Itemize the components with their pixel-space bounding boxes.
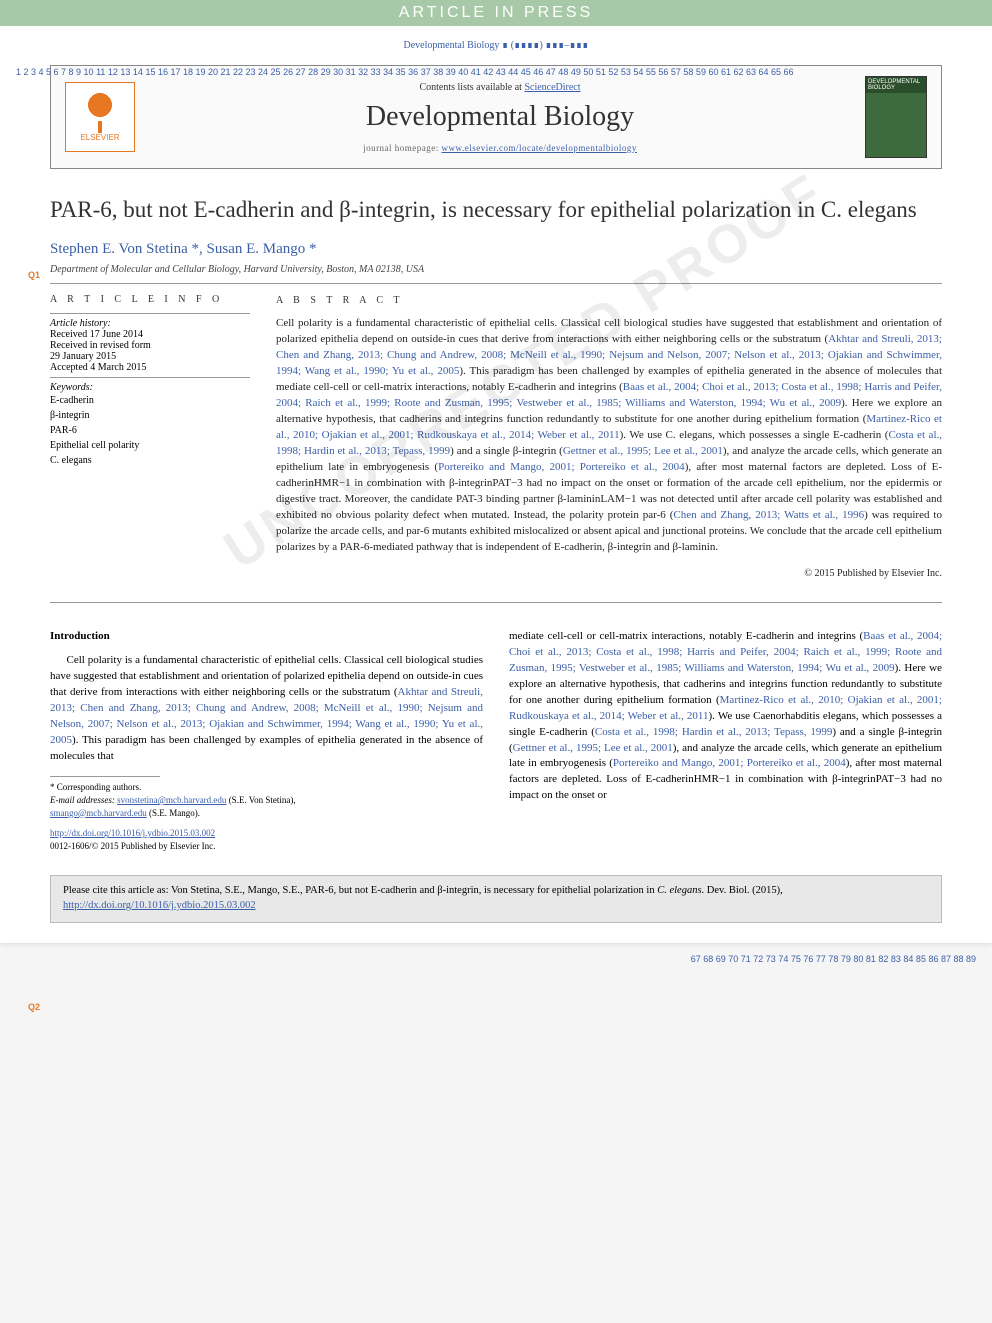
received-date: Received 17 June 2014 [50, 329, 250, 340]
email-addresses: E-mail addresses: svonstetina@mcb.harvar… [50, 794, 483, 819]
footnote-separator [50, 776, 160, 777]
keyword: β-integrin [50, 408, 250, 423]
citation-box: Please cite this article as: Von Stetina… [50, 875, 942, 922]
accepted-date: Accepted 4 March 2015 [50, 362, 250, 373]
query-marker-q1: Q1 [28, 270, 40, 280]
journal-header: ELSEVIER Contents lists available at Sci… [50, 65, 942, 169]
citation-prefix: Please cite this article as: Von Stetina… [63, 885, 657, 896]
abstract-body: Cell polarity is a fundamental character… [276, 316, 942, 555]
email-label: E-mail addresses: [50, 795, 117, 805]
revised-date: 29 January 2015 [50, 351, 250, 362]
doi-link[interactable]: http://dx.doi.org/10.1016/j.ydbio.2015.0… [50, 828, 215, 838]
keyword: Epithelial cell polarity [50, 438, 250, 453]
introduction-head: Introduction [50, 629, 483, 645]
affiliation: Department of Molecular and Cellular Bio… [50, 264, 942, 275]
history-label: Article history: [50, 318, 250, 329]
homepage-prefix: journal homepage: [363, 143, 441, 153]
elsevier-logo: ELSEVIER [65, 82, 135, 152]
authors: Stephen E. Von Stetina *, Susan E. Mango… [50, 241, 942, 258]
line-numbers-right: 67 68 69 70 71 72 73 74 75 76 77 78 79 8… [691, 953, 976, 967]
publisher-name: ELSEVIER [80, 133, 119, 142]
copyright: © 2015 Published by Elsevier Inc. [276, 567, 942, 582]
contents-line: Contents lists available at ScienceDirec… [149, 82, 851, 93]
contents-prefix: Contents lists available at [419, 82, 524, 93]
issn-line: 0012-1606/© 2015 Published by Elsevier I… [50, 841, 215, 851]
body-column-right: mediate cell-cell or cell-matrix interac… [509, 629, 942, 853]
elsevier-tree-icon [80, 93, 120, 133]
journal-cover-thumb: DEVELOPMENTAL BIOLOGY [865, 76, 927, 158]
divider [50, 283, 942, 284]
intro-paragraph: Cell polarity is a fundamental character… [50, 653, 483, 765]
email-who: (S.E. Von Stetina), [226, 795, 295, 805]
article-in-press-banner: ARTICLE IN PRESS [0, 0, 992, 26]
keywords-label: Keywords: [50, 382, 250, 393]
email-who: (S.E. Mango). [147, 808, 200, 818]
journal-reference: Developmental Biology ∎ (∎∎∎∎) ∎∎∎–∎∎∎ [50, 40, 942, 51]
journal-name: Developmental Biology [149, 101, 851, 133]
footnotes: * Corresponding authors. E-mail addresse… [50, 781, 483, 819]
keyword: E-cadherin [50, 393, 250, 408]
citation-ital: C. elegans [657, 885, 701, 896]
intro-paragraph-cont: mediate cell-cell or cell-matrix interac… [509, 629, 942, 804]
abstract: A B S T R A C T Cell polarity is a funda… [276, 294, 942, 582]
doi-block: http://dx.doi.org/10.1016/j.ydbio.2015.0… [50, 827, 483, 853]
keyword: PAR-6 [50, 423, 250, 438]
homepage-line: journal homepage: www.elsevier.com/locat… [149, 143, 851, 153]
article-info-head: A R T I C L E I N F O [50, 294, 250, 305]
article-title: PAR-6, but not E-cadherin and β-integrin… [50, 195, 942, 225]
article-info: A R T I C L E I N F O Article history: R… [50, 294, 250, 582]
abstract-head: A B S T R A C T [276, 294, 942, 309]
email-link[interactable]: smango@mcb.harvard.edu [50, 808, 147, 818]
keyword: C. elegans [50, 453, 250, 468]
corresponding-author: * Corresponding authors. [50, 781, 483, 794]
homepage-link[interactable]: www.elsevier.com/locate/developmentalbio… [442, 143, 637, 153]
citation-suffix: . Dev. Biol. (2015), [702, 885, 783, 896]
citation-doi-link[interactable]: http://dx.doi.org/10.1016/j.ydbio.2015.0… [63, 900, 256, 911]
line-numbers-left: 1 2 3 4 5 6 7 8 9 10 11 12 13 14 15 16 1… [16, 66, 794, 80]
sciencedirect-link[interactable]: ScienceDirect [524, 82, 580, 93]
query-marker-q2: Q2 [28, 1002, 40, 1012]
divider [50, 602, 942, 603]
email-link[interactable]: svonstetina@mcb.harvard.edu [117, 795, 226, 805]
body-column-left: Introduction Cell polarity is a fundamen… [50, 629, 483, 853]
revised-label: Received in revised form [50, 340, 250, 351]
